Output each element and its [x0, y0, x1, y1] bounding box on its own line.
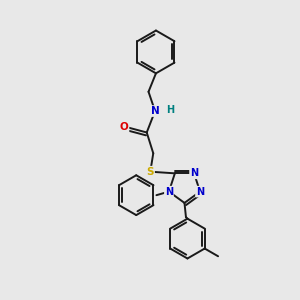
- Text: H: H: [167, 105, 175, 115]
- Text: N: N: [190, 168, 198, 178]
- Text: S: S: [146, 167, 154, 177]
- Text: N: N: [196, 187, 204, 196]
- Text: N: N: [165, 187, 173, 196]
- Text: N: N: [151, 106, 159, 116]
- Text: O: O: [120, 122, 128, 131]
